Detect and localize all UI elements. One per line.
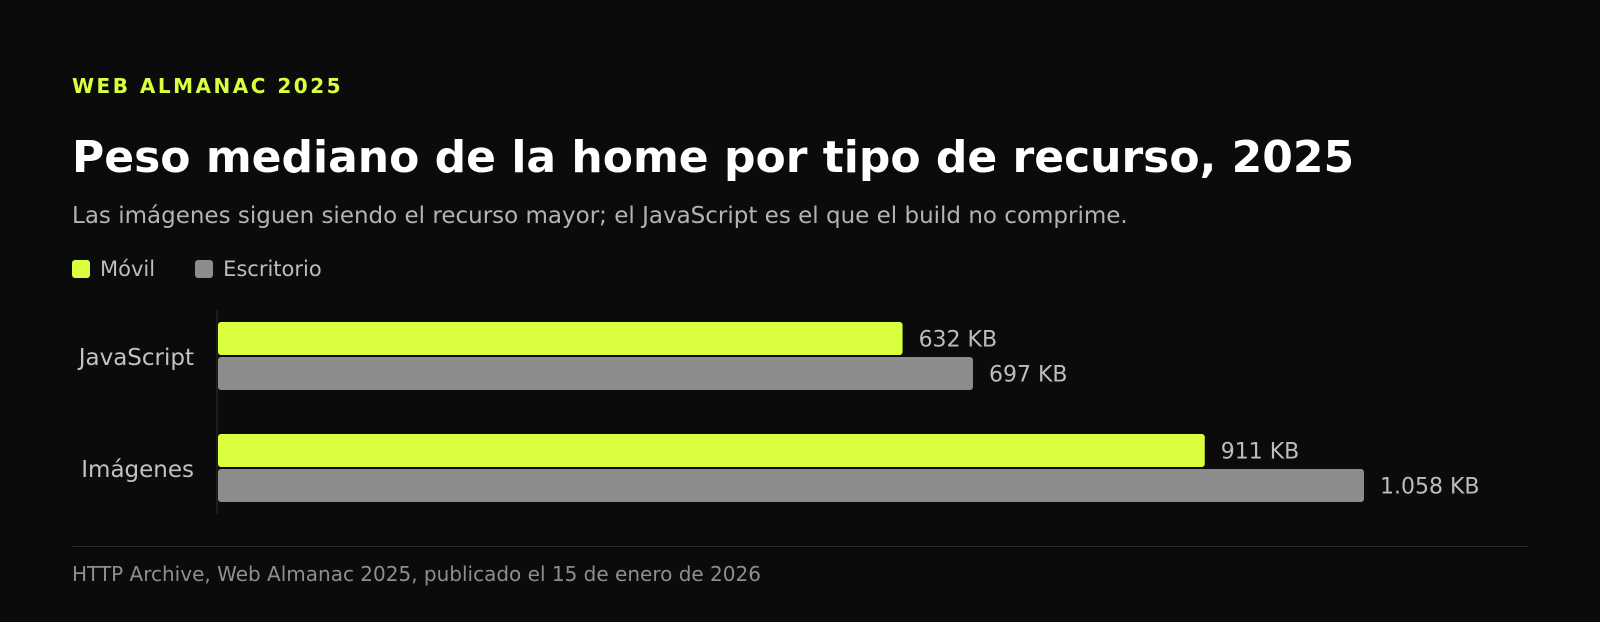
legend-label-movil: Móvil (100, 257, 156, 281)
bar-movil (218, 434, 1205, 467)
category-label: Imágenes (81, 457, 194, 483)
legend-swatch-escritorio (195, 260, 214, 278)
bar-chart: JavaScript 632 KB 697 KB Imágenes 911 KB 1.05… (77, 310, 1480, 514)
bar-value-label: 632 KB (919, 328, 998, 353)
eyebrow-label: WEB ALMANAC 2025 (72, 74, 344, 98)
legend-item-escritorio: Escritorio (195, 257, 322, 281)
chart-subtitle: Las imágenes siguen siendo el recurso ma… (72, 203, 1128, 229)
bar-movil (218, 322, 903, 355)
bar-escritorio (218, 357, 973, 390)
legend-swatch-movil (72, 260, 90, 278)
category-label: JavaScript (77, 345, 194, 371)
bar-value-label: 697 KB (989, 363, 1068, 388)
legend-label-escritorio: Escritorio (223, 257, 322, 281)
bar-value-label: 911 KB (1221, 440, 1300, 465)
chart-title: Peso mediano de la home por tipo de recu… (72, 132, 1355, 183)
bar-escritorio (218, 469, 1364, 502)
legend: Móvil Escritorio (72, 257, 362, 281)
source-note: HTTP Archive, Web Almanac 2025, publicad… (72, 562, 761, 586)
legend-item-movil: Móvil (72, 257, 155, 281)
footer-divider (72, 546, 1528, 547)
bar-value-label: 1.058 KB (1380, 475, 1480, 500)
